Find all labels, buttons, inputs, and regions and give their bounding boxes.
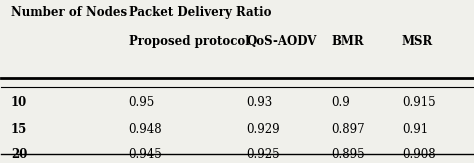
Text: QoS-AODV: QoS-AODV bbox=[246, 35, 317, 48]
Text: 0.897: 0.897 bbox=[331, 123, 365, 136]
Text: 15: 15 bbox=[11, 123, 27, 136]
Text: 0.925: 0.925 bbox=[246, 148, 280, 161]
Text: BMR: BMR bbox=[331, 35, 364, 48]
Text: 10: 10 bbox=[11, 96, 27, 109]
Text: 0.9: 0.9 bbox=[331, 96, 350, 109]
Text: Proposed protocol: Proposed protocol bbox=[128, 35, 249, 48]
Text: 0.95: 0.95 bbox=[128, 96, 155, 109]
Text: 0.945: 0.945 bbox=[128, 148, 163, 161]
Text: 0.895: 0.895 bbox=[331, 148, 365, 161]
Text: Packet Delivery Ratio: Packet Delivery Ratio bbox=[128, 6, 271, 19]
Text: 0.91: 0.91 bbox=[402, 123, 428, 136]
Text: 0.929: 0.929 bbox=[246, 123, 280, 136]
Text: 20: 20 bbox=[11, 148, 27, 161]
Text: Number of Nodes: Number of Nodes bbox=[11, 6, 127, 19]
Text: 0.915: 0.915 bbox=[402, 96, 436, 109]
Text: MSR: MSR bbox=[402, 35, 433, 48]
Text: 0.93: 0.93 bbox=[246, 96, 273, 109]
Text: 0.908: 0.908 bbox=[402, 148, 436, 161]
Text: 0.948: 0.948 bbox=[128, 123, 162, 136]
